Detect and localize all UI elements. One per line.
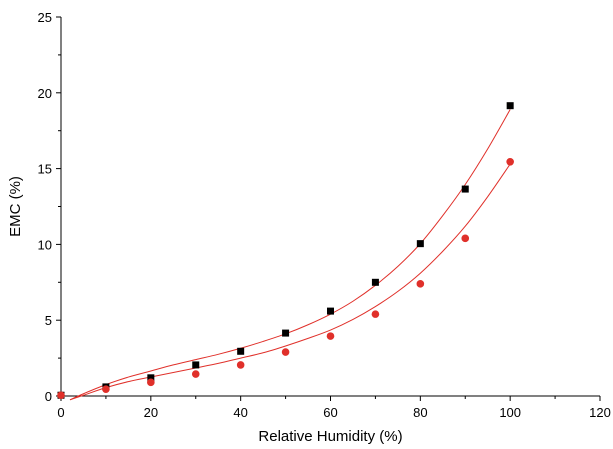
data-point-series-1 (282, 329, 290, 337)
y-tick-label: 10 (38, 237, 52, 252)
y-axis-title: EMC (%) (7, 176, 24, 237)
data-point-series-1 (461, 185, 469, 193)
data-point-series-2 (57, 391, 65, 400)
x-tick-label: 100 (499, 405, 521, 420)
x-tick-label: 60 (323, 405, 337, 420)
fit-curve-series-2 (69, 163, 511, 401)
data-point-series-1 (192, 361, 200, 369)
data-point-series-2 (461, 234, 470, 243)
data-point-series-1 (147, 374, 155, 382)
y-tick-label: 25 (38, 10, 52, 25)
data-point-series-1 (506, 102, 514, 110)
x-tick-label: 80 (413, 405, 427, 420)
axes (56, 16, 601, 401)
data-points (57, 102, 514, 400)
tick-labels: 0 20 40 60 80 100 120 0 5 10 15 20 25 (38, 10, 611, 420)
data-point-series-1 (371, 278, 379, 286)
data-point-series-2 (371, 310, 380, 318)
y-tick-label: 0 (45, 389, 52, 404)
fit-curve-series-1 (69, 109, 511, 401)
y-tick-label: 20 (38, 86, 52, 101)
x-tick-label: 0 (57, 405, 64, 420)
y-tick-label: 5 (45, 313, 52, 328)
x-tick-label: 120 (589, 405, 611, 420)
data-point-series-2 (326, 332, 335, 340)
data-point-series-2 (102, 385, 110, 393)
fit-curves (69, 109, 511, 401)
data-point-series-2 (191, 370, 200, 378)
data-point-series-2 (147, 378, 155, 387)
x-tick-label: 20 (144, 405, 158, 420)
data-point-series-1 (327, 307, 334, 315)
data-point-series-2 (416, 280, 425, 288)
data-point-series-1 (416, 240, 424, 248)
x-tick-label: 40 (233, 405, 247, 420)
data-point-series-2 (281, 348, 290, 356)
x-axis-title: Relative Humidity (%) (258, 428, 402, 445)
data-point-series-2 (236, 361, 245, 369)
y-tick-label: 15 (38, 162, 52, 177)
data-point-series-1 (237, 347, 245, 355)
data-point-series-2 (506, 157, 514, 166)
